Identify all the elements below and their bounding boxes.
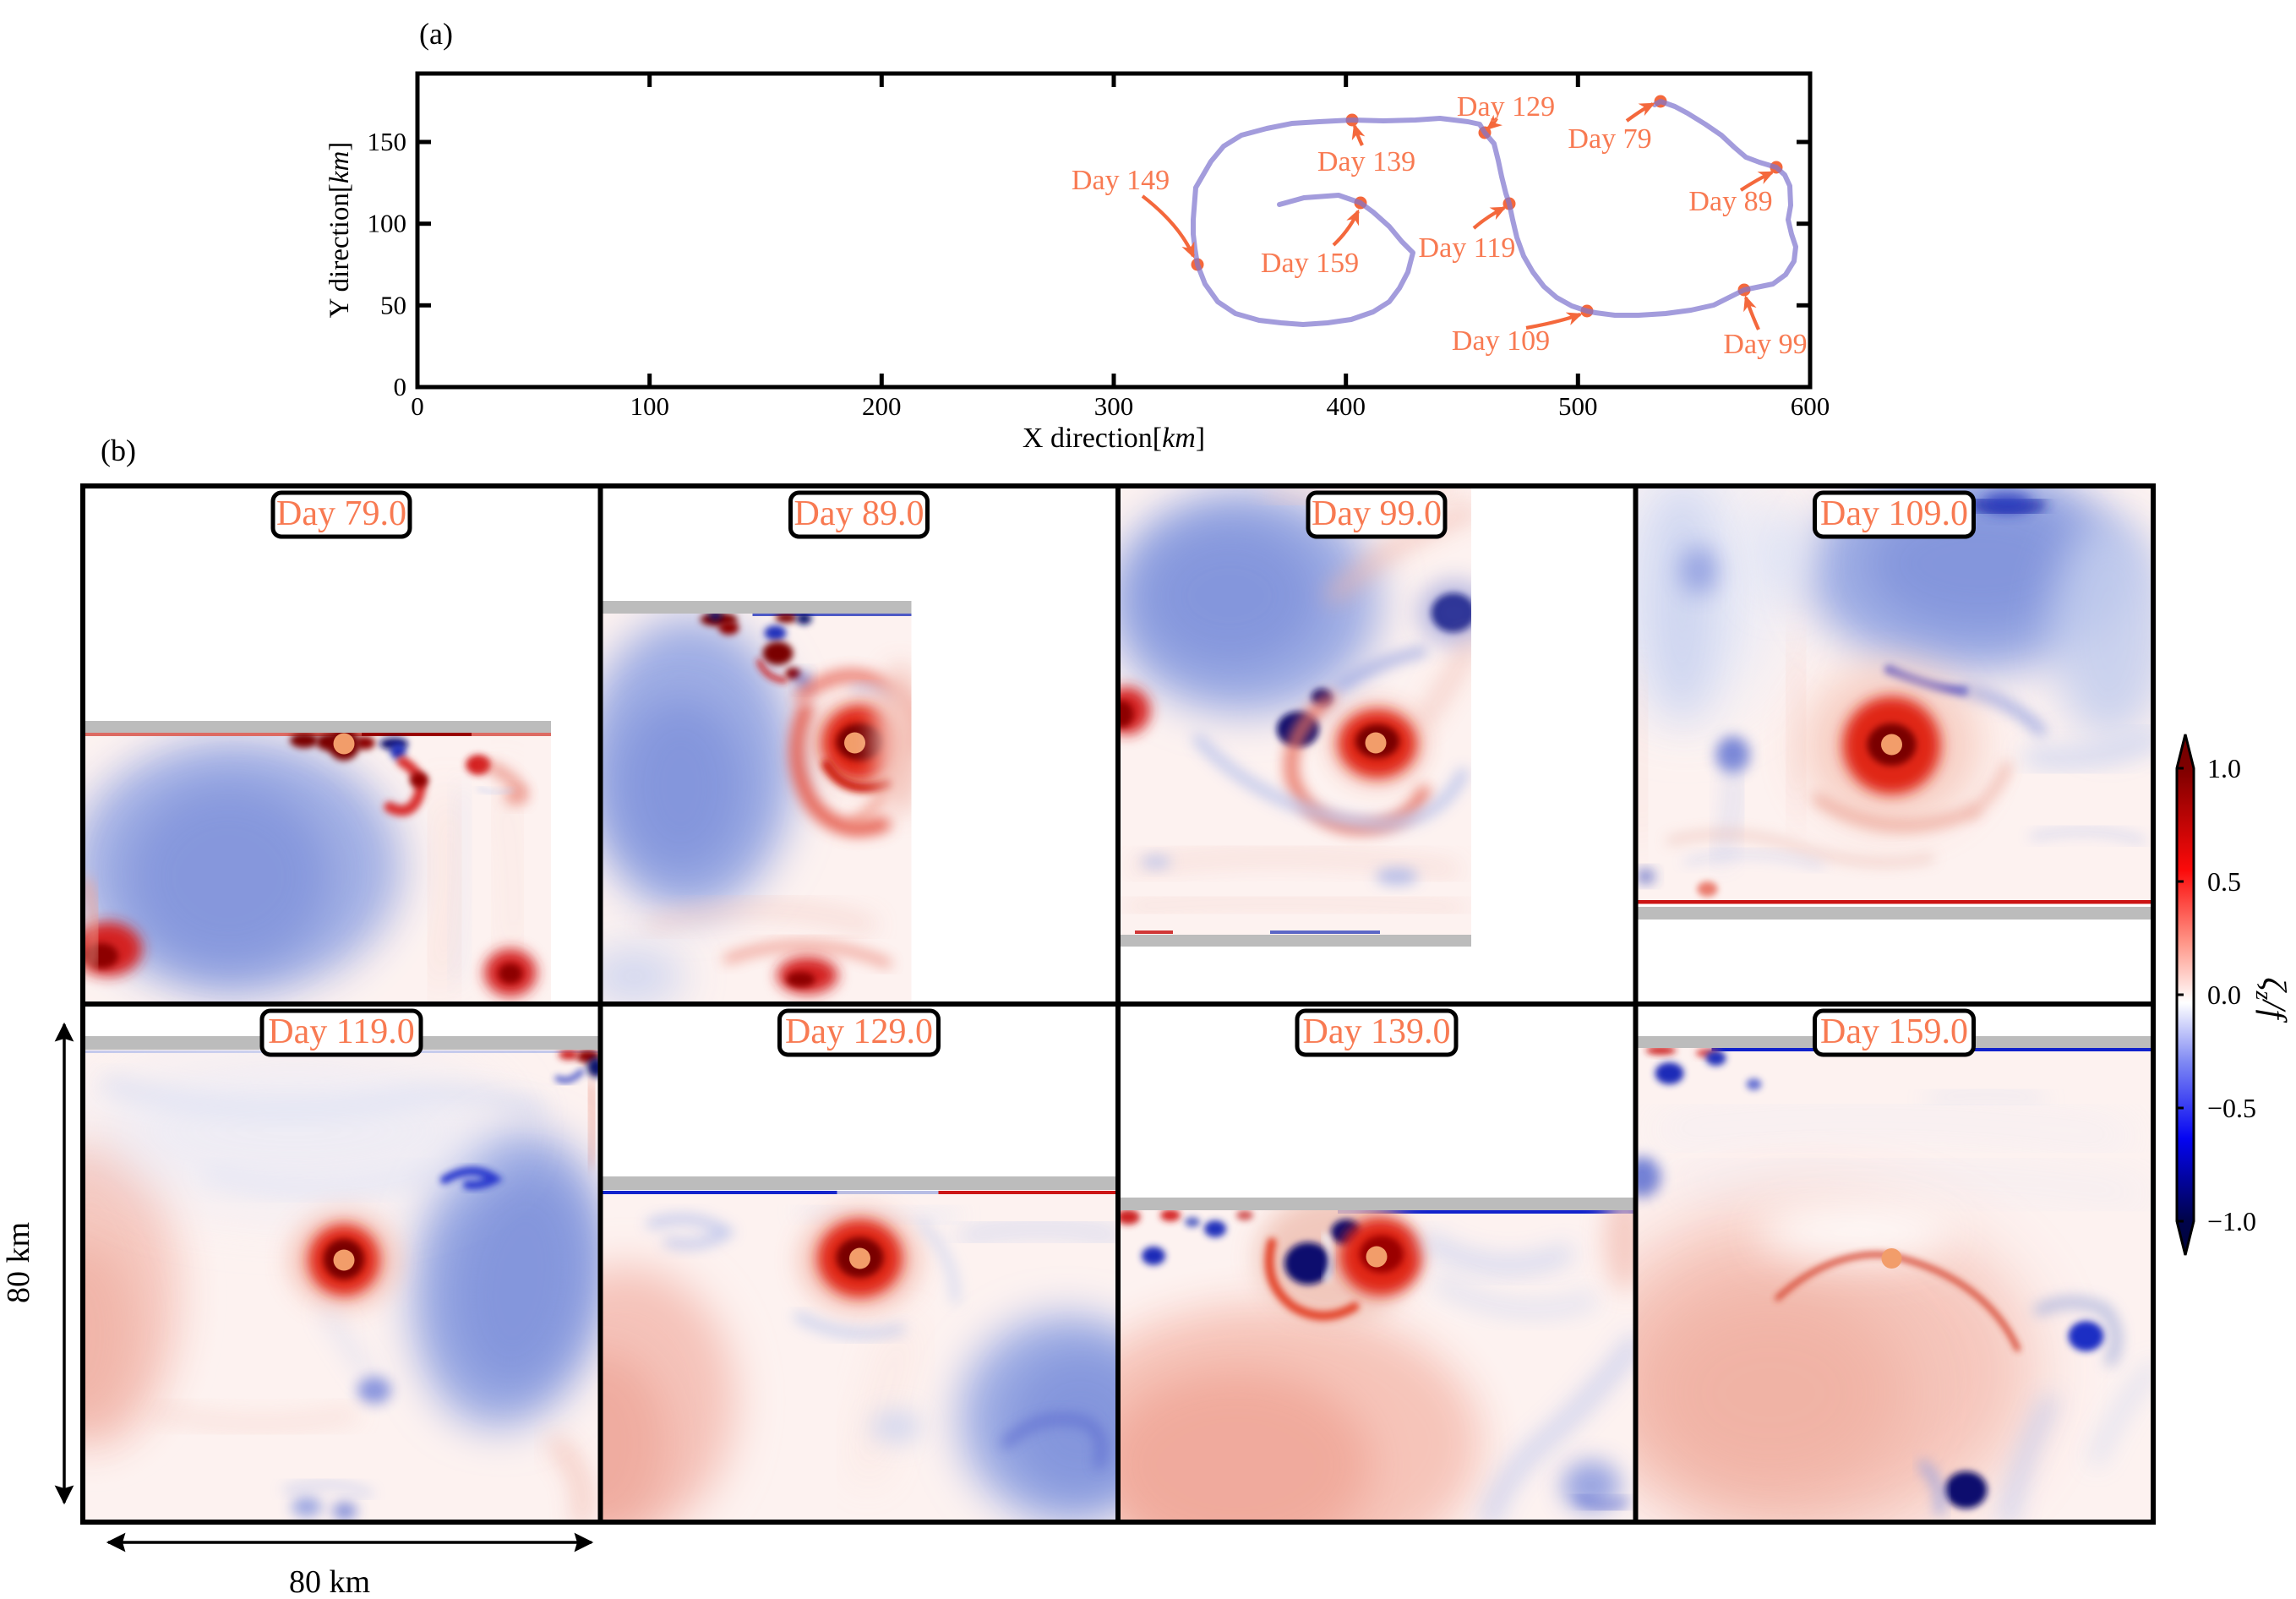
svg-text:0: 0: [411, 391, 424, 421]
svg-text:Day 89: Day 89: [1688, 186, 1772, 217]
svg-text:80 km: 80 km: [1, 1222, 36, 1303]
svg-text:1.0: 1.0: [2207, 753, 2241, 783]
svg-text:(a): (a): [419, 17, 453, 51]
svg-text:600: 600: [1791, 391, 1830, 421]
svg-text:400: 400: [1326, 391, 1366, 421]
svg-text:Y direction[km]: Y direction[km]: [324, 142, 355, 319]
svg-text:Day 79: Day 79: [1568, 123, 1651, 155]
svg-text:0.0: 0.0: [2207, 980, 2241, 1010]
svg-text:300: 300: [1094, 391, 1134, 421]
svg-text:100: 100: [630, 391, 669, 421]
svg-text:Day 159.0: Day 159.0: [1820, 1012, 1968, 1051]
svg-text:(b): (b): [101, 434, 136, 467]
svg-text:ζz/f: ζz/f: [2250, 977, 2293, 1023]
svg-text:50: 50: [380, 290, 406, 319]
svg-text:Day 119: Day 119: [1419, 232, 1516, 264]
svg-text:−1.0: −1.0: [2207, 1206, 2256, 1236]
svg-text:Day 99.0: Day 99.0: [1312, 494, 1442, 533]
svg-text:Day 129: Day 129: [1457, 91, 1555, 123]
svg-text:100: 100: [368, 209, 407, 238]
svg-text:Day 159: Day 159: [1261, 248, 1359, 279]
svg-text:0: 0: [394, 372, 407, 401]
svg-text:X direction[km]: X direction[km]: [1023, 423, 1205, 454]
svg-text:200: 200: [862, 391, 902, 421]
svg-text:0.5: 0.5: [2207, 866, 2241, 897]
svg-text:150: 150: [368, 127, 407, 156]
svg-text:Day 119.0: Day 119.0: [268, 1012, 414, 1051]
svg-text:Day 89.0: Day 89.0: [794, 494, 924, 533]
svg-text:Day 149: Day 149: [1072, 165, 1170, 196]
svg-text:Day 79.0: Day 79.0: [276, 494, 406, 533]
svg-text:−0.5: −0.5: [2207, 1093, 2256, 1123]
svg-text:500: 500: [1558, 391, 1598, 421]
svg-text:80 km: 80 km: [289, 1564, 370, 1599]
svg-text:Day 129.0: Day 129.0: [785, 1012, 933, 1051]
svg-text:Day 139.0: Day 139.0: [1303, 1012, 1451, 1051]
svg-text:Day 139: Day 139: [1317, 146, 1415, 177]
svg-text:Day 99: Day 99: [1723, 329, 1807, 360]
svg-text:Day 109.0: Day 109.0: [1820, 494, 1968, 533]
svg-text:Day 109: Day 109: [1452, 325, 1550, 357]
